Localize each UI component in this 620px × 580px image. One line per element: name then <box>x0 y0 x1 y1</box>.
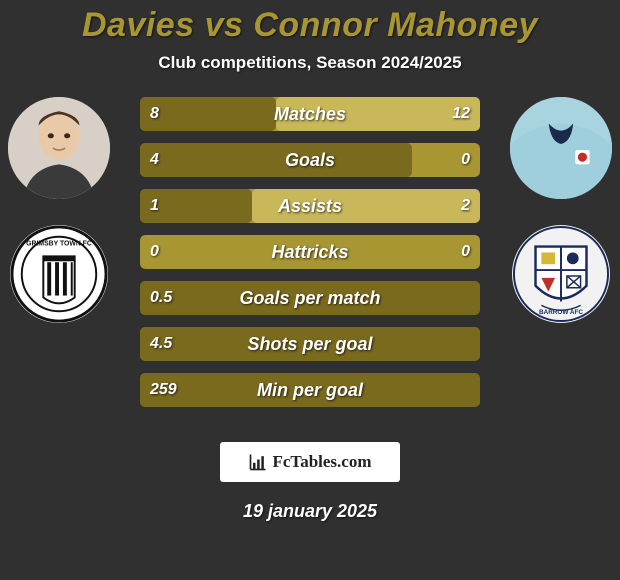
stat-label: Min per goal <box>140 373 480 407</box>
stat-label: Hattricks <box>140 235 480 269</box>
stat-label: Goals per match <box>140 281 480 315</box>
footer-logo: FcTables.com <box>220 442 400 482</box>
footer-logo-text: FcTables.com <box>272 452 371 472</box>
jersey-icon <box>510 97 612 199</box>
person-icon <box>8 97 110 199</box>
club-crest-icon: GRIMSBY TOWN FC <box>10 225 108 323</box>
stat-label: Matches <box>140 97 480 131</box>
stat-row: 812Matches <box>140 97 480 131</box>
stat-row: 00Hattricks <box>140 235 480 269</box>
stat-row: 12Assists <box>140 189 480 223</box>
player-left-avatar <box>8 97 110 199</box>
player-right-clublogo: BARROW AFC <box>512 225 610 323</box>
stat-row: 40Goals <box>140 143 480 177</box>
stat-row: 4.5Shots per goal <box>140 327 480 361</box>
stat-label: Shots per goal <box>140 327 480 361</box>
club-crest-icon: BARROW AFC <box>512 225 610 323</box>
footer-date: 19 january 2025 <box>0 501 620 522</box>
player-right-avatar <box>510 97 612 199</box>
comparison-card: Davies vs Connor Mahoney Club competitio… <box>0 0 620 580</box>
content-area: GRIMSBY TOWN FC BARROW AFC 812Matches 40G… <box>0 97 620 580</box>
stat-row: 259Min per goal <box>140 373 480 407</box>
svg-text:GRIMSBY TOWN FC: GRIMSBY TOWN FC <box>26 241 92 248</box>
player-left-clublogo: GRIMSBY TOWN FC <box>10 225 108 323</box>
stat-row: 0.5Goals per match <box>140 281 480 315</box>
page-title: Davies vs Connor Mahoney <box>82 6 538 45</box>
page-subtitle: Club competitions, Season 2024/2025 <box>158 53 461 73</box>
stat-label: Assists <box>140 189 480 223</box>
chart-icon <box>248 452 268 472</box>
stat-bars: 812Matches 40Goals 12Assists 00Hattricks 0.5… <box>140 97 480 407</box>
stat-label: Goals <box>140 143 480 177</box>
svg-text:BARROW AFC: BARROW AFC <box>539 309 583 316</box>
